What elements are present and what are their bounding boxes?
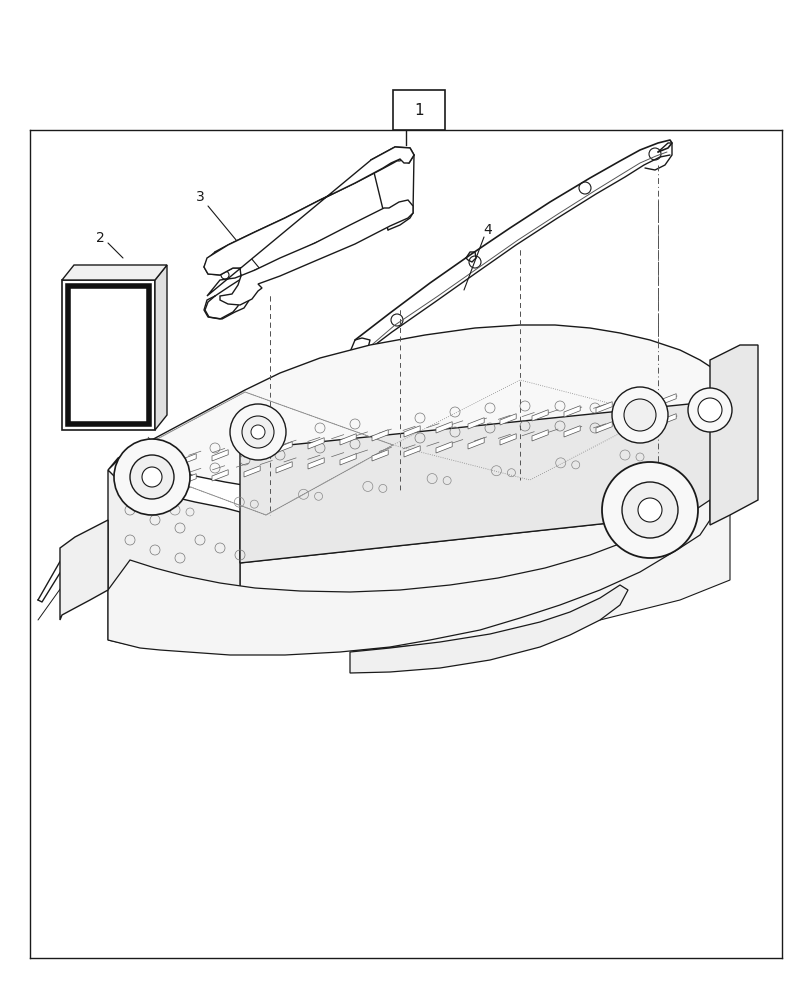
Text: 3: 3 <box>195 190 204 204</box>
Polygon shape <box>350 585 627 673</box>
Polygon shape <box>709 345 757 525</box>
Circle shape <box>230 404 285 460</box>
Polygon shape <box>62 265 167 280</box>
Polygon shape <box>659 414 676 425</box>
Text: 4: 4 <box>483 223 491 237</box>
Polygon shape <box>60 520 108 620</box>
Text: 2: 2 <box>96 231 105 245</box>
Polygon shape <box>180 454 196 465</box>
Polygon shape <box>531 430 547 441</box>
Polygon shape <box>404 446 419 457</box>
Polygon shape <box>307 438 324 449</box>
Polygon shape <box>108 500 709 655</box>
Polygon shape <box>180 474 196 485</box>
Circle shape <box>130 455 174 499</box>
Polygon shape <box>307 458 324 469</box>
Polygon shape <box>240 400 729 563</box>
Bar <box>393 90 444 130</box>
Polygon shape <box>204 147 414 305</box>
Polygon shape <box>564 406 580 417</box>
Polygon shape <box>500 434 516 445</box>
Polygon shape <box>62 280 155 430</box>
Polygon shape <box>276 462 292 473</box>
Circle shape <box>623 399 655 431</box>
Polygon shape <box>108 510 729 652</box>
Polygon shape <box>531 410 547 421</box>
Polygon shape <box>627 418 643 429</box>
Circle shape <box>621 482 677 538</box>
Circle shape <box>611 387 667 443</box>
Polygon shape <box>595 422 611 433</box>
Circle shape <box>242 416 273 448</box>
Circle shape <box>142 467 162 487</box>
Polygon shape <box>243 446 260 457</box>
Polygon shape <box>155 265 167 430</box>
Polygon shape <box>371 450 388 461</box>
Polygon shape <box>500 414 516 425</box>
Polygon shape <box>212 450 228 461</box>
Polygon shape <box>595 402 611 413</box>
Polygon shape <box>108 470 240 632</box>
Polygon shape <box>467 418 483 429</box>
Polygon shape <box>436 442 452 453</box>
Polygon shape <box>340 434 356 445</box>
Polygon shape <box>564 426 580 437</box>
Circle shape <box>601 462 697 558</box>
Circle shape <box>687 388 731 432</box>
Circle shape <box>697 398 721 422</box>
Polygon shape <box>467 438 483 449</box>
Text: 1: 1 <box>414 103 423 118</box>
Polygon shape <box>276 442 292 453</box>
Polygon shape <box>627 398 643 409</box>
Polygon shape <box>243 466 260 477</box>
Polygon shape <box>436 422 452 433</box>
Polygon shape <box>371 430 388 441</box>
Polygon shape <box>404 426 419 437</box>
Polygon shape <box>659 394 676 405</box>
Circle shape <box>114 439 190 515</box>
Polygon shape <box>340 454 356 465</box>
Polygon shape <box>212 470 228 481</box>
Polygon shape <box>108 325 729 494</box>
Circle shape <box>637 498 661 522</box>
Circle shape <box>251 425 264 439</box>
